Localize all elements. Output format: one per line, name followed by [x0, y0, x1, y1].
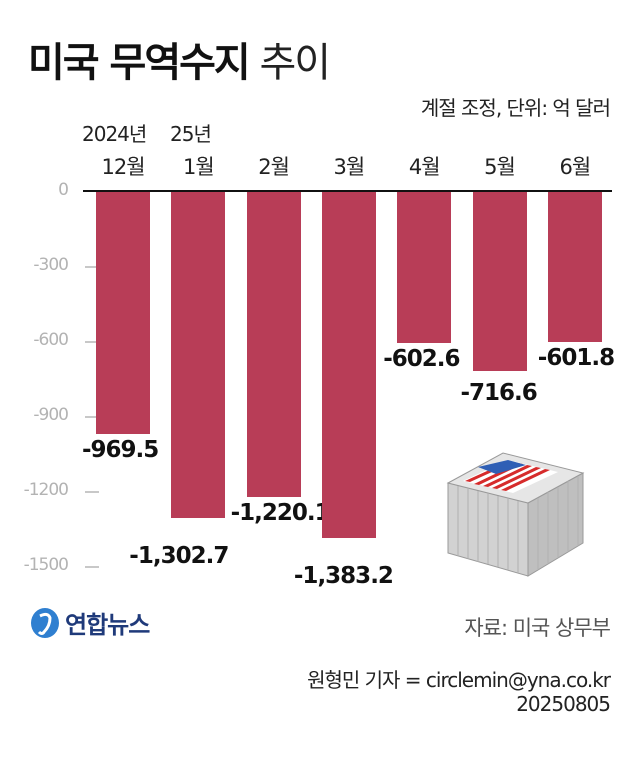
y-tick-label: -600: [33, 330, 69, 350]
bar: [96, 192, 150, 435]
title-light: 추이: [259, 40, 331, 86]
bar: [171, 192, 226, 518]
y-tick-mark: [85, 341, 99, 343]
month-label: 2월: [258, 155, 290, 179]
month-label: 12월: [101, 155, 145, 179]
credit: 원형민 기자 = circlemin@yna.co.kr 20250805: [307, 668, 611, 716]
y-tick-mark: [85, 491, 99, 493]
y-tick-label: -1200: [23, 480, 69, 500]
year-label: 2024년: [82, 122, 147, 146]
yonhap-logo: 연합뉴스: [28, 605, 150, 640]
month-label: 6월: [559, 155, 591, 179]
y-tick-label: -300: [33, 255, 69, 275]
year-label: 25년: [170, 122, 212, 146]
unit-note: 계절 조정, 단위: 억 달러: [420, 96, 611, 120]
bar: [472, 192, 527, 372]
chart-title: 미국 무역수지 추이: [28, 30, 331, 88]
month-label: 3월: [333, 155, 366, 179]
title-bold: 미국 무역수지: [28, 40, 251, 86]
bar: [246, 192, 301, 498]
shipping-container-icon: [446, 452, 585, 577]
y-tick-mark: [85, 266, 99, 268]
bar-value-label: -1,302.7: [129, 542, 229, 569]
reporter-credit: 원형민 기자 = circlemin@yna.co.kr: [307, 668, 611, 692]
y-tick-label: 0: [58, 180, 69, 200]
logo-text: 연합뉴스: [65, 611, 150, 639]
bar-value-label: -602.6: [383, 345, 460, 372]
bar-value-label: -601.8: [537, 345, 615, 372]
publish-date: 20250805: [516, 692, 611, 716]
bar-value-label: -969.5: [82, 437, 159, 464]
bar: [397, 192, 452, 343]
source-note: 자료: 미국 상무부: [464, 616, 611, 640]
y-tick-mark: [85, 416, 99, 418]
zero-axis-line: [83, 190, 612, 192]
bar: [321, 192, 376, 538]
month-label: 5월: [484, 155, 516, 179]
y-tick-label: -900: [33, 405, 69, 425]
yonhap-globe-icon: [31, 607, 59, 638]
y-tick-label: -1500: [23, 555, 69, 575]
y-tick-mark: [85, 566, 99, 568]
month-label: 4월: [408, 155, 441, 179]
bar-value-label: -716.6: [460, 380, 538, 407]
bar: [547, 192, 602, 343]
bar-value-label: -1,220.1: [230, 500, 331, 527]
bar-value-label: -1,383.2: [293, 562, 394, 589]
month-label: 1월: [182, 155, 215, 179]
